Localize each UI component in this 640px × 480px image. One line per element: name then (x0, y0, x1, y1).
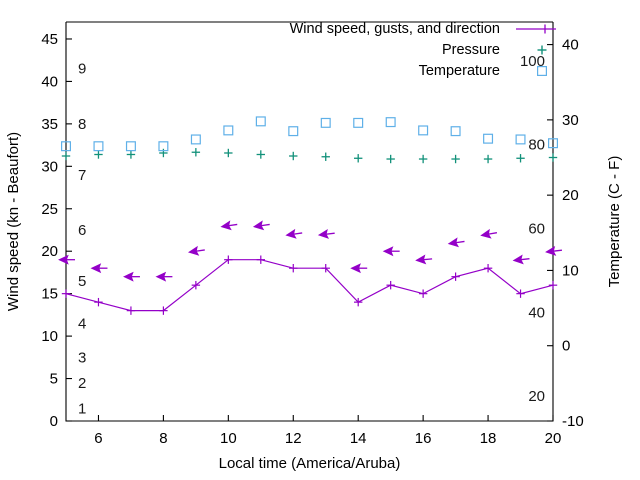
y-axis-tick-label: 10 (41, 328, 58, 345)
fahrenheit-scale-label: 80 (528, 137, 545, 154)
wind-direction-gust-arrow (188, 245, 205, 256)
fahrenheit-scale-label: 40 (528, 305, 545, 322)
beaufort-scale-label: 5 (78, 273, 86, 290)
y-axis-label: Wind speed (kn - Beaufort) (5, 132, 22, 311)
beaufort-scale-label: 3 (78, 349, 86, 366)
legend-label-1: Pressure (442, 42, 500, 58)
temperature-marker (223, 125, 234, 136)
y-axis-tick-label: 15 (41, 286, 58, 303)
x-axis-tick-label: 12 (285, 430, 302, 447)
fahrenheit-scale-label: 100 (520, 53, 545, 70)
x-axis-label: Local time (America/Aruba) (219, 455, 401, 472)
y2-axis-tick-label: 20 (562, 187, 579, 204)
wind-direction-gust-arrow (350, 263, 368, 274)
y-axis-tick-label: 0 (50, 413, 58, 430)
y2-axis-tick-label: 30 (562, 112, 579, 129)
x-axis-tick-label: 20 (545, 430, 562, 447)
wind-direction-gust-arrow (512, 254, 530, 265)
temperature-marker (125, 141, 136, 152)
beaufort-scale-label: 9 (78, 61, 86, 78)
temperature-marker (547, 138, 558, 149)
legend-label-2: Temperature (419, 63, 500, 79)
wind-direction-gust-arrow (545, 245, 563, 256)
wind-direction-gust-arrow (415, 254, 433, 265)
legend-label-0: Wind speed, gusts, and direction (290, 21, 500, 37)
y-axis-tick-label: 45 (41, 31, 58, 48)
beaufort-scale-label: 1 (78, 400, 86, 417)
y2-axis-tick-label: 0 (562, 338, 570, 355)
beaufort-scale-label: 4 (78, 315, 86, 332)
temperature-marker (288, 126, 299, 137)
wind-direction-gust-arrow (122, 271, 140, 282)
x-axis-tick-label: 16 (415, 430, 432, 447)
x-axis-tick-label: 14 (350, 430, 367, 447)
y-axis-tick-label: 25 (41, 201, 58, 218)
y2-axis-tick-label: 40 (562, 37, 579, 54)
wind-direction-gust-arrow (317, 228, 335, 239)
x-axis-tick-label: 10 (220, 430, 237, 447)
x-axis-tick-label: 18 (480, 430, 497, 447)
temperature-marker (450, 126, 461, 137)
fahrenheit-scale-label: 60 (528, 220, 545, 237)
wind-direction-gust-arrow (480, 228, 498, 239)
temperature-marker (255, 116, 266, 127)
temperature-marker (418, 125, 429, 136)
temperature-marker (515, 134, 526, 145)
y-axis-tick-label: 35 (41, 116, 58, 133)
temperature-marker (320, 117, 331, 128)
temperature-marker (190, 134, 201, 145)
plot-frame (65, 22, 554, 422)
temperature-marker (483, 133, 494, 144)
beaufort-scale-label: 7 (78, 167, 86, 184)
x-axis-tick-label: 6 (94, 430, 102, 447)
beaufort-scale-label: 8 (78, 116, 86, 133)
wind-direction-gust-arrow (285, 228, 303, 239)
temperature-marker (158, 141, 169, 152)
y2-axis-label: Temperature (C - F) (606, 156, 623, 288)
y-axis-tick-label: 20 (41, 243, 58, 260)
wind-direction-gust-arrow (90, 263, 108, 274)
beaufort-scale-label: 6 (78, 222, 86, 239)
temperature-marker (93, 141, 104, 152)
legend-swatch-temperature (536, 65, 547, 76)
y2-axis-tick-label: 10 (562, 262, 579, 279)
wind-direction-gust-arrow (447, 237, 465, 248)
wind-direction-gust-arrow (155, 271, 173, 282)
temperature-marker (385, 117, 396, 128)
wind-speed-line (65, 259, 554, 312)
temperature-marker (60, 141, 71, 152)
wind-direction-gust-arrow (58, 254, 75, 265)
y2-axis-tick-label: -10 (562, 413, 584, 430)
wind-direction-gust-arrow (220, 220, 238, 231)
beaufort-scale-label: 2 (78, 375, 86, 392)
x-axis-tick-label: 8 (159, 430, 167, 447)
wind-direction-gust-arrow (252, 220, 270, 231)
wind-direction-gust-arrow (382, 246, 400, 257)
temperature-marker (353, 117, 364, 128)
y-axis-tick-label: 40 (41, 73, 58, 90)
fahrenheit-scale-label: 20 (528, 388, 545, 405)
y-axis-tick-label: 5 (50, 371, 58, 388)
y-axis-tick-label: 30 (41, 158, 58, 175)
